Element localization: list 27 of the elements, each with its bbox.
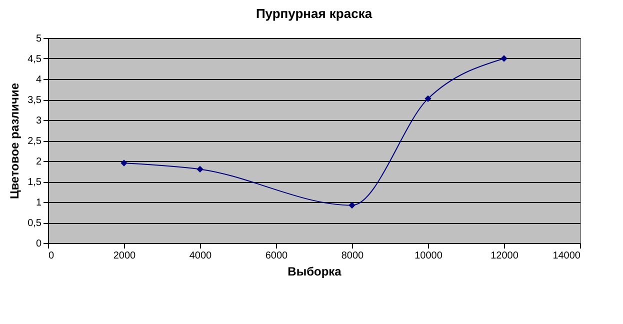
x-axis-title: Выборка <box>288 264 342 278</box>
x-tick-label: 4000 <box>189 250 212 262</box>
x-tick-label: 10000 <box>414 250 443 262</box>
x-tick-label: 6000 <box>265 250 288 262</box>
y-tick-label: 5 <box>36 34 42 44</box>
point <box>120 160 128 166</box>
y-tick-label: 1,5 <box>28 177 42 188</box>
x-tick-label: 0 <box>48 250 54 262</box>
y-tick-label: 3 <box>36 116 42 126</box>
y-axis-title: Цветовое различие <box>8 82 22 200</box>
y-tick-label: 4,5 <box>28 54 42 65</box>
chart-title: Пурпурная краска <box>256 6 373 21</box>
y-tick-label: 1 <box>36 198 42 208</box>
y-tick-label: 4 <box>36 74 42 86</box>
point <box>500 55 508 62</box>
y-tick-label: 0 <box>36 238 42 250</box>
point <box>424 95 432 102</box>
y-tick-label: 2,5 <box>28 136 42 147</box>
point <box>196 166 204 173</box>
x-tick-label: 8000 <box>341 250 364 262</box>
point <box>348 202 356 209</box>
y-tick-label: 0,5 <box>28 218 42 229</box>
y-tick-label: 2 <box>36 156 42 168</box>
x-tick-label: 14000 <box>552 250 581 262</box>
y-tick-label: 3,5 <box>28 95 42 106</box>
x-tick-label: 12000 <box>490 250 519 262</box>
x-tick-label: 2000 <box>113 250 136 262</box>
